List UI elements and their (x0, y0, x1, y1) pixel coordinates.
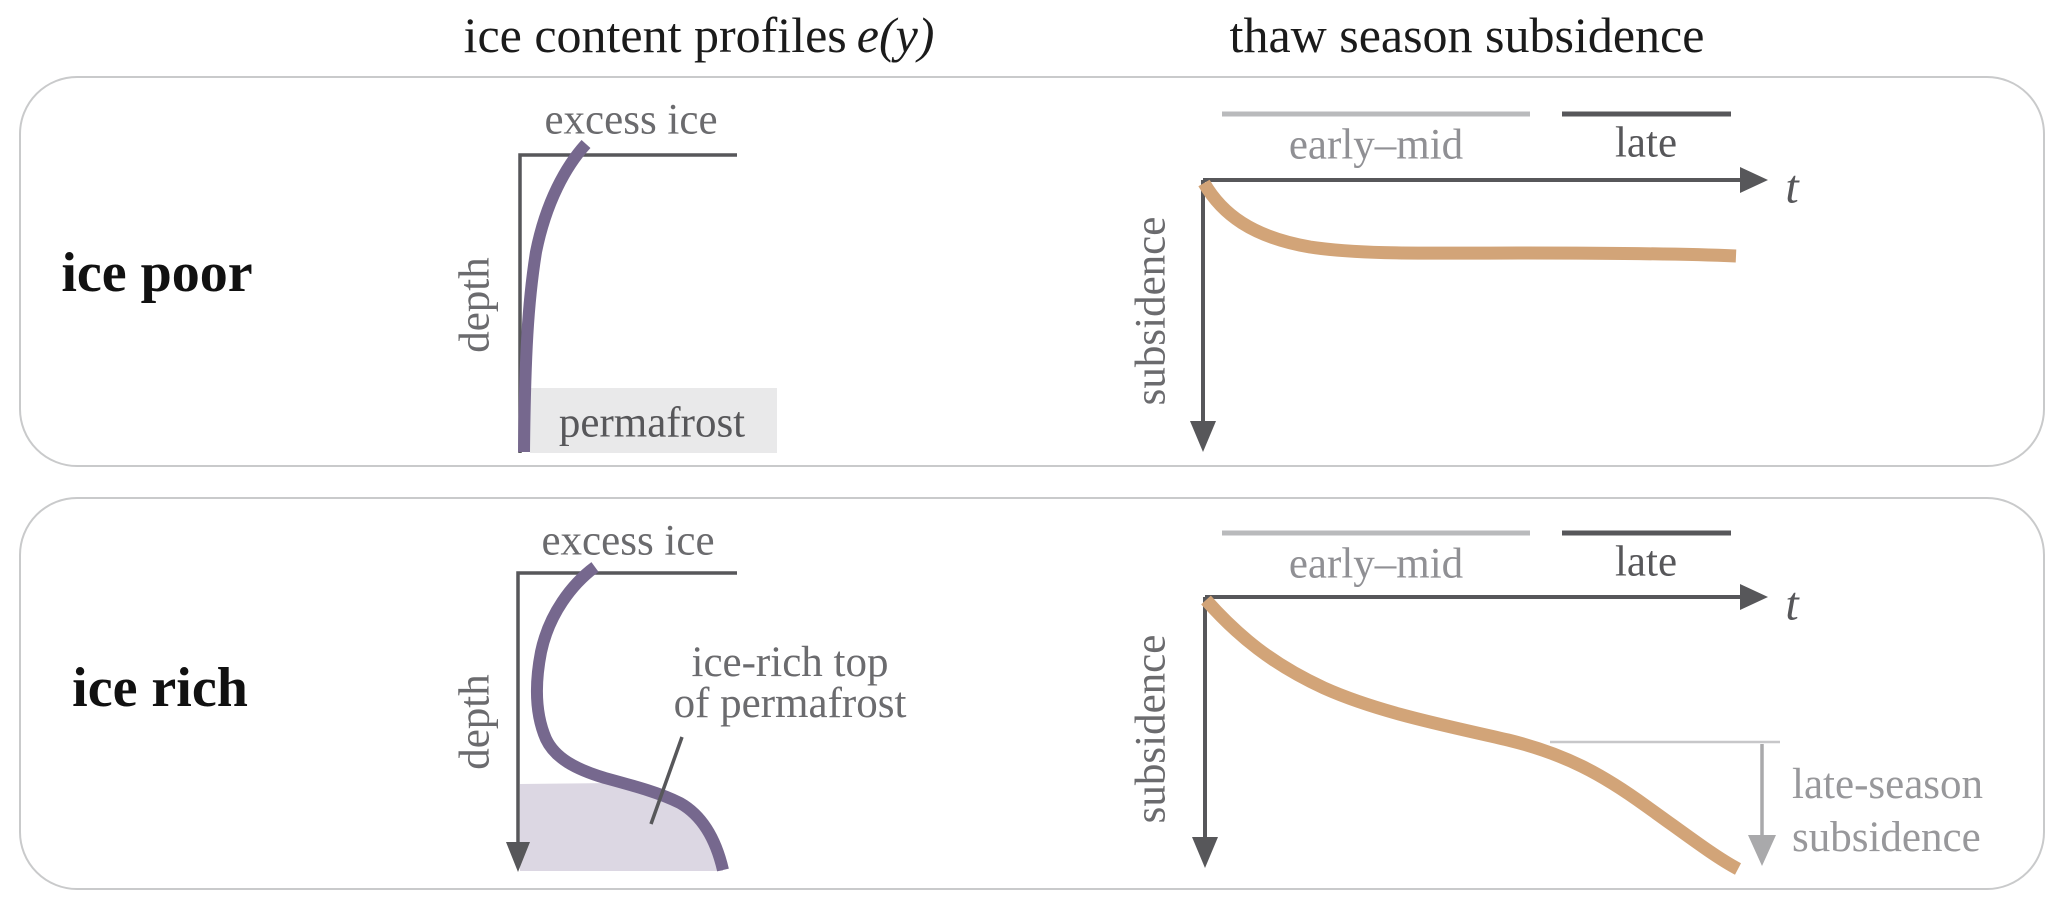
excess-ice-axis-label: excess ice (544, 96, 718, 144)
column-title-profiles-math: e(y) (856, 7, 935, 63)
column-title-profiles: ice content profiles e(y) (464, 6, 935, 64)
late-season-subsidence-annotation: late-season subsidence (1792, 758, 1983, 864)
column-title-profiles-text: ice content profiles (463, 7, 847, 63)
late-season-annotation-line2: subsidence (1792, 814, 1981, 861)
panel-ice-rich (19, 497, 2045, 890)
late-label: late (1614, 538, 1678, 586)
subsidence-axis-label: subsidence (1127, 634, 1175, 824)
late-season-annotation-line1: late-season (1792, 761, 1984, 808)
depth-axis-label: depth (451, 674, 499, 770)
panel-ice-poor (19, 76, 2045, 467)
ice-rich-top-annotation-line2: of permafrost (673, 680, 907, 727)
time-axis-label: t (1785, 577, 1799, 631)
permafrost-label: permafrost (558, 399, 746, 447)
ice-rich-top-annotation: ice-rich top of permafrost (673, 639, 907, 727)
time-axis-label: t (1785, 160, 1799, 214)
ice-rich-top-annotation-line1: ice-rich top (691, 639, 889, 686)
early-mid-label: early–mid (1288, 540, 1464, 588)
late-label: late (1614, 119, 1678, 167)
column-title-subsidence: thaw season subsidence (1229, 7, 1705, 63)
row-label-ice-rich: ice rich (72, 657, 248, 719)
excess-ice-axis-label: excess ice (541, 517, 715, 565)
early-mid-label: early–mid (1288, 121, 1464, 169)
depth-axis-label: depth (451, 257, 499, 353)
row-label-ice-poor: ice poor (61, 242, 253, 304)
subsidence-axis-label: subsidence (1127, 216, 1175, 406)
